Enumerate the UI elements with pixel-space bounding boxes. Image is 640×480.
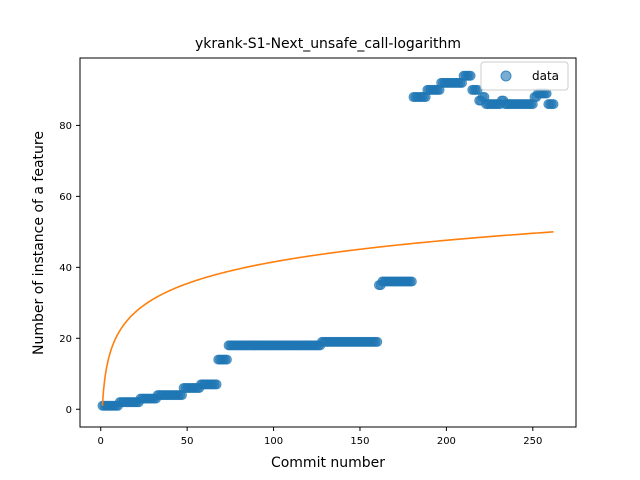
x-tick-label: 200 <box>437 436 456 447</box>
y-axis: 0 20 40 60 80 <box>59 121 80 416</box>
data-point <box>465 70 476 81</box>
x-tick-label: 0 <box>98 436 104 447</box>
data-point <box>221 354 232 365</box>
plot-area <box>97 70 559 411</box>
plot-frame <box>79 57 577 428</box>
y-tick-label: 80 <box>59 121 72 132</box>
x-axis-label: Commit number <box>271 455 385 471</box>
y-axis-label: Number of instance of a feature <box>31 131 47 355</box>
legend-box <box>480 61 569 91</box>
y-tick-label: 40 <box>59 263 72 274</box>
x-tick-label: 50 <box>181 436 194 447</box>
chart-title: ykrank-S1-Next_unsafe_call-logarithm <box>195 36 461 52</box>
legend-label-data: data <box>532 69 559 83</box>
x-axis: 0 50 100 150 200 250 <box>98 427 542 447</box>
x-tick-label: 100 <box>264 436 283 447</box>
y-tick-label: 0 <box>66 405 72 416</box>
data-point <box>211 379 222 390</box>
y-tick-label: 60 <box>59 192 72 203</box>
legend: data <box>480 61 569 91</box>
y-tick-label: 20 <box>59 334 72 345</box>
x-tick-label: 250 <box>523 436 542 447</box>
data-point <box>548 99 559 110</box>
data-point <box>372 336 383 347</box>
legend-marker <box>500 70 512 82</box>
x-tick-label: 150 <box>350 436 369 447</box>
fit-line <box>101 231 554 406</box>
data-point <box>406 276 417 287</box>
